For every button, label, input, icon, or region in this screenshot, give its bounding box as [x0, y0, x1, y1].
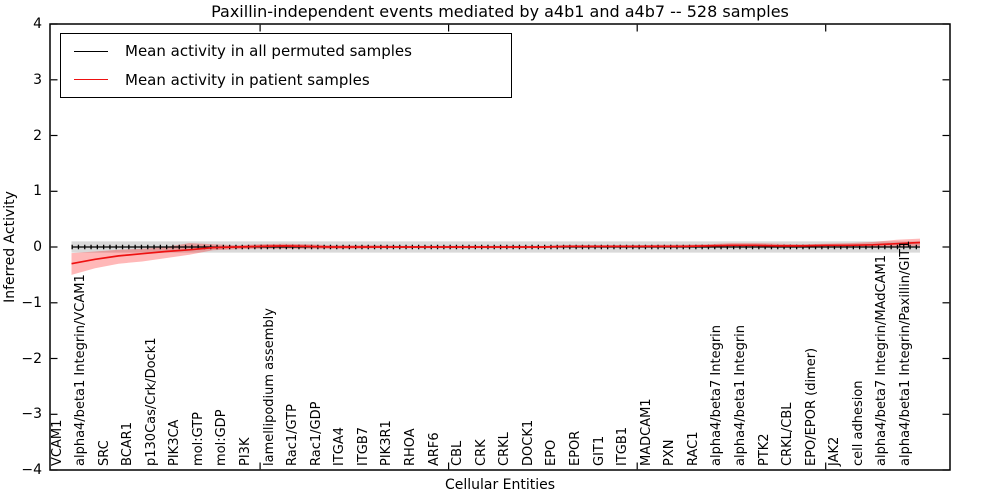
- x-tick-label: CRKL/CBL: [780, 402, 796, 467]
- patient-confidence-band: [71, 238, 920, 275]
- y-tick-label: −1: [21, 294, 42, 311]
- x-tick-label: lamellipodium assembly: [261, 308, 277, 466]
- x-tick-label: MADCAM1: [638, 398, 654, 466]
- x-tick-label: CRK: [473, 439, 489, 466]
- x-tick-label: VCAM1: [49, 419, 65, 466]
- x-tick-label: mol:GTP: [190, 412, 206, 466]
- y-tick-label: 4: [33, 16, 42, 32]
- x-tick-label: alpha4/beta1 Integrin/Paxillin/GIT1: [898, 240, 913, 466]
- y-tick-label: −4: [21, 462, 42, 478]
- x-tick-label: DOCK1: [520, 419, 536, 466]
- x-tick-label: mol:GDP: [214, 409, 230, 466]
- x-tick-label: PI3K: [238, 437, 254, 466]
- x-tick-label: JAK2: [827, 436, 843, 466]
- x-tick-label: p130Cas/Crk/Dock1: [143, 337, 159, 466]
- x-tick-label: RAC1: [685, 431, 701, 466]
- x-tick-label: Rac1/GDP: [308, 401, 324, 466]
- x-tick-label: PXN: [662, 439, 678, 466]
- legend-label-patient: Mean activity in patient samples: [125, 70, 370, 89]
- x-tick-label: PTK2: [756, 433, 772, 466]
- x-tick-label: alpha4/beta1 Integrin: [733, 324, 748, 466]
- x-tick-label: BCAR1: [120, 422, 136, 466]
- y-tick-label: 0: [33, 239, 42, 255]
- patient-mean-line: [71, 241, 921, 265]
- legend-item-permuted: Mean activity in all permuted samples: [61, 37, 511, 65]
- x-tick-label: ITGA4: [332, 426, 348, 466]
- x-tick-label: PIK3R1: [379, 420, 395, 466]
- x-tick-label: EPO: [544, 439, 560, 466]
- permuted-line-swatch: [74, 50, 108, 52]
- y-tick-label: 3: [33, 71, 42, 88]
- x-axis-label: Cellular Entities: [444, 477, 556, 493]
- y-tick-label: −3: [21, 406, 42, 423]
- x-tick-label: ARF6: [426, 432, 442, 466]
- x-tick-label: CBL: [450, 440, 466, 466]
- chart-title: Paxillin-independent events mediated by …: [211, 2, 789, 21]
- legend: Mean activity in all permuted samples Me…: [60, 33, 512, 98]
- x-tick-label: alpha4/beta7 Integrin/MAdCAM1: [874, 255, 890, 466]
- x-tick-label: RHOA: [403, 428, 419, 466]
- x-tick-label: EPO/EPOR (dimer): [803, 347, 819, 466]
- x-tick-label: alpha4/beta1 Integrin/VCAM1: [73, 274, 89, 466]
- y-tick-label: −2: [21, 350, 42, 367]
- x-tick-label: EPOR: [568, 430, 584, 466]
- x-tick-label: GIT1: [591, 435, 607, 466]
- x-tick-label: PIK3CA: [167, 419, 183, 466]
- axes-frame: [49, 23, 951, 471]
- x-tick-label: ITGB1: [615, 426, 631, 466]
- legend-label-permuted: Mean activity in all permuted samples: [125, 42, 412, 61]
- x-tick-label: cell adhesion: [850, 380, 866, 466]
- x-tick-label: ITGB7: [355, 426, 371, 466]
- patient-line-swatch: [74, 79, 108, 81]
- y-tick-label: 2: [33, 127, 42, 144]
- y-tick-label: 1: [33, 183, 42, 200]
- x-tick-label: CRKL: [497, 432, 513, 466]
- legend-item-patient: Mean activity in patient samples: [61, 66, 511, 94]
- x-tick-label: alpha4/beta7 Integrin: [709, 324, 725, 466]
- x-tick-label: SRC: [96, 440, 112, 466]
- x-tick-label: Rac1/GTP: [285, 404, 301, 466]
